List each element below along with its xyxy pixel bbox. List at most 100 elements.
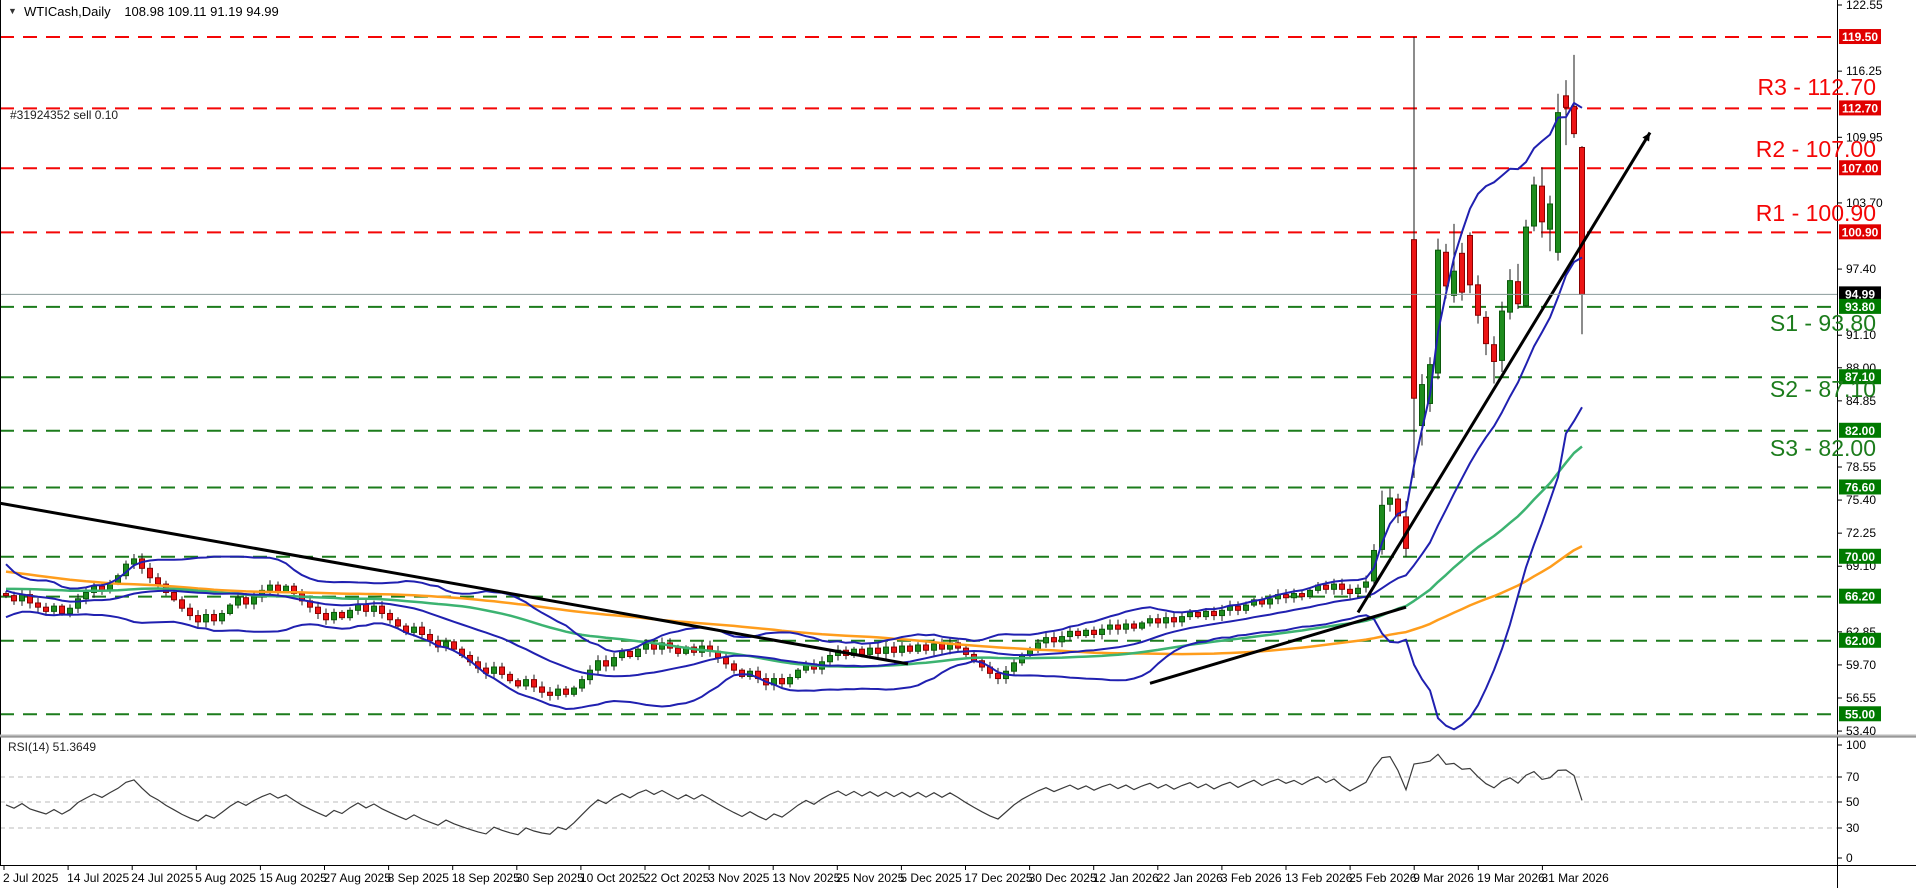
- price-tick-label: 56.55: [1846, 691, 1876, 705]
- candle-down: [1155, 618, 1161, 624]
- candle-up: [899, 645, 905, 653]
- candle-up: [331, 611, 337, 621]
- candle-up: [931, 643, 937, 651]
- candle-up: [1291, 593, 1297, 599]
- candle-down: [147, 567, 153, 579]
- support-badge-text: 55.00: [1845, 707, 1875, 721]
- candle-down: [1395, 498, 1401, 517]
- panel-divider: [0, 734, 1916, 738]
- candle-down: [195, 615, 201, 623]
- candle-up: [795, 669, 801, 679]
- symbol-dropdown-icon[interactable]: ▼: [8, 6, 17, 16]
- time-tick-label: 19 Mar 2026: [1477, 871, 1545, 885]
- rsi-tick-label: 30: [1846, 821, 1860, 835]
- candle-up: [523, 679, 529, 687]
- candle-up: [1387, 497, 1393, 505]
- time-tick-label: 3 Nov 2025: [708, 871, 770, 885]
- candle-down: [1515, 281, 1521, 305]
- time-tick-label: 30 Dec 2025: [1029, 871, 1097, 885]
- time-tick-label: 10 Oct 2025: [580, 871, 646, 885]
- time-tick-label: 24 Jul 2025: [131, 871, 193, 885]
- candle-down: [1483, 316, 1489, 345]
- time-tick-label: 9 Mar 2026: [1413, 871, 1474, 885]
- resistance-badge-text: 100.90: [1842, 225, 1879, 239]
- support-badge: [1839, 422, 1881, 438]
- level-labels-layer: R3 - 112.70 R2 - 107.00 R1 - 100.90 S1 - 93…: [1756, 74, 1876, 461]
- trendline: [0, 501, 909, 666]
- candle-down: [451, 641, 457, 650]
- candle-up: [915, 644, 921, 652]
- candle-down: [379, 605, 385, 614]
- resistance-badge-text: 119.50: [1842, 30, 1878, 44]
- candle-down: [1299, 593, 1305, 598]
- candle-down: [1323, 584, 1329, 590]
- candle-up: [75, 598, 81, 609]
- candle-up: [1219, 609, 1225, 617]
- candle-down: [1571, 105, 1577, 135]
- time-tick-label: 18 Sep 2025: [452, 871, 520, 885]
- candle-up: [1451, 270, 1457, 296]
- chart-surface[interactable]: [0, 0, 1837, 865]
- candle-down: [323, 612, 329, 621]
- resistance-label: R2 - 107.00: [1756, 136, 1876, 162]
- candle-down: [387, 612, 393, 621]
- resistance-badge-text: 112.70: [1842, 101, 1878, 115]
- time-tick-label: 13 Feb 2026: [1285, 871, 1353, 885]
- support-badge-text: 70.00: [1845, 550, 1875, 564]
- rsi-tick-label: 50: [1846, 795, 1860, 809]
- time-tick-label: 22 Jan 2026: [1157, 871, 1223, 885]
- price-tick-label: 91.10: [1846, 328, 1876, 342]
- candle-up: [1331, 583, 1337, 590]
- candle-up: [1123, 623, 1129, 630]
- candle-down: [531, 679, 537, 688]
- candle-up: [203, 614, 209, 623]
- candle-down: [59, 605, 65, 614]
- candle-up: [347, 609, 353, 619]
- chart-title: WTICash,Daily 108.98 109.11 91.19 94.99: [24, 4, 279, 19]
- candle-up: [1355, 587, 1361, 595]
- trendline: [1356, 131, 1652, 614]
- price-tick-label: 78.55: [1846, 460, 1876, 474]
- candle-up: [1379, 504, 1385, 550]
- candle-up: [867, 647, 873, 655]
- price-tick-label: 59.70: [1846, 658, 1876, 672]
- support-badge-text: 66.20: [1845, 590, 1875, 604]
- candle-down: [907, 645, 913, 652]
- candle-up: [571, 687, 577, 695]
- candle-down: [1443, 251, 1449, 287]
- candle-up: [371, 605, 377, 612]
- price-tick-label: 122.55: [1846, 0, 1883, 12]
- trendline: [1149, 605, 1407, 685]
- candle-down: [1091, 629, 1097, 635]
- candle-up: [1427, 364, 1433, 404]
- candle-up: [1067, 630, 1073, 638]
- price-tick-label: 84.85: [1846, 394, 1876, 408]
- candle-down: [515, 680, 521, 687]
- candle-up: [827, 654, 833, 663]
- resistance-label: R3 - 112.70: [1758, 74, 1876, 100]
- price-tick-label: 97.40: [1846, 262, 1876, 276]
- candle-up: [219, 612, 225, 622]
- candle-up: [235, 597, 241, 606]
- candle-down: [1459, 252, 1465, 293]
- price-tick-label: 75.40: [1846, 493, 1876, 507]
- bollinger-upper: [5, 102, 1583, 653]
- bollinger-middle: [5, 256, 1583, 678]
- candle-down: [171, 591, 177, 601]
- price-tick-label: 72.25: [1846, 526, 1876, 540]
- time-tick-label: 14 Jul 2025: [67, 871, 129, 885]
- candle-down: [27, 594, 33, 604]
- candle-up: [1435, 249, 1441, 374]
- time-tick-label: 13 Nov 2025: [772, 871, 840, 885]
- current-price-badge-text: 94.99: [1845, 287, 1875, 301]
- candle-down: [627, 650, 633, 658]
- support-badge-text: 76.60: [1845, 480, 1875, 494]
- time-tick-label: 17 Dec 2025: [965, 871, 1033, 885]
- time-tick-label: 27 Aug 2025: [324, 871, 392, 885]
- trendline-arrowhead: [1642, 132, 1650, 142]
- candle-up: [1059, 636, 1065, 643]
- rsi-indicator-label: RSI(14) 51.3649: [8, 740, 96, 754]
